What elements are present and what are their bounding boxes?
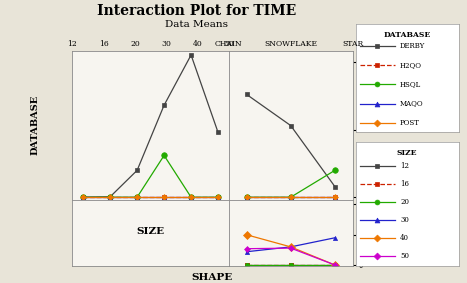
Text: POST: POST: [400, 119, 420, 127]
Text: 40: 40: [400, 234, 409, 242]
Text: 40: 40: [193, 40, 202, 48]
Text: SIZE: SIZE: [136, 227, 165, 236]
Text: H2QO: H2QO: [400, 61, 422, 69]
Text: 20: 20: [130, 40, 140, 48]
Text: SIZE: SIZE: [397, 149, 417, 157]
Text: MAQO: MAQO: [400, 100, 424, 108]
Text: Interaction Plot for TIME: Interaction Plot for TIME: [97, 4, 296, 18]
Text: STAR: STAR: [342, 40, 363, 48]
Text: 12: 12: [400, 162, 409, 170]
Text: HSQL: HSQL: [400, 80, 421, 88]
Text: DATABASE: DATABASE: [383, 31, 431, 38]
Text: Data Means: Data Means: [165, 20, 227, 29]
Text: CHAIN: CHAIN: [215, 40, 243, 48]
Text: 30: 30: [161, 40, 171, 48]
Text: 50: 50: [224, 40, 234, 48]
Text: 30: 30: [400, 216, 409, 224]
Text: 12: 12: [68, 40, 77, 48]
Text: 50: 50: [400, 252, 409, 260]
Text: SNOWFLAKE: SNOWFLAKE: [264, 40, 317, 48]
Text: DERBY: DERBY: [400, 42, 425, 50]
Text: SHAPE: SHAPE: [192, 273, 233, 282]
Text: 16: 16: [99, 40, 108, 48]
Text: 16: 16: [400, 180, 409, 188]
Text: 20: 20: [400, 198, 409, 206]
Text: DATABASE: DATABASE: [30, 95, 40, 155]
